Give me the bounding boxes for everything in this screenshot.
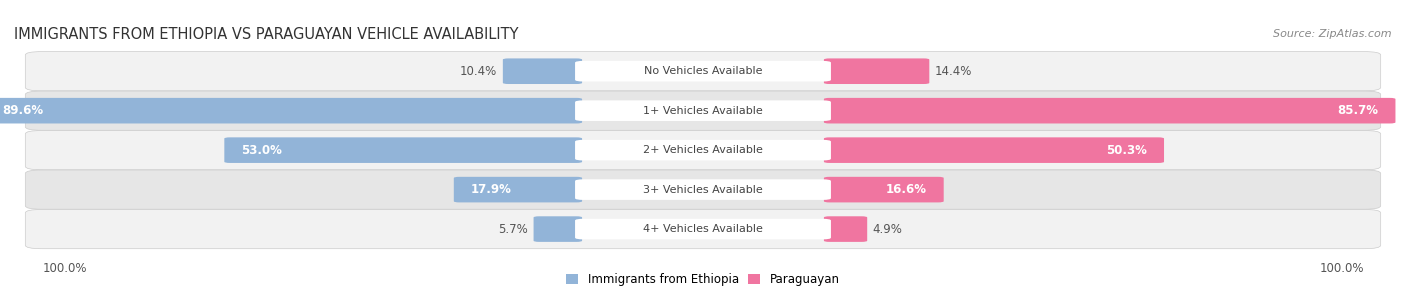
FancyBboxPatch shape <box>0 98 582 124</box>
Legend: Immigrants from Ethiopia, Paraguayan: Immigrants from Ethiopia, Paraguayan <box>567 273 839 286</box>
FancyBboxPatch shape <box>25 51 1381 91</box>
FancyBboxPatch shape <box>503 58 582 84</box>
FancyBboxPatch shape <box>25 130 1381 170</box>
Text: 10.4%: 10.4% <box>460 65 498 78</box>
FancyBboxPatch shape <box>824 137 1164 163</box>
Text: 100.0%: 100.0% <box>42 262 87 275</box>
Text: 2+ Vehicles Available: 2+ Vehicles Available <box>643 145 763 155</box>
Text: 53.0%: 53.0% <box>242 144 283 157</box>
FancyBboxPatch shape <box>25 209 1381 249</box>
FancyBboxPatch shape <box>575 219 831 239</box>
Text: 85.7%: 85.7% <box>1337 104 1379 117</box>
Text: 16.6%: 16.6% <box>886 183 927 196</box>
FancyBboxPatch shape <box>225 137 582 163</box>
FancyBboxPatch shape <box>575 61 831 82</box>
FancyBboxPatch shape <box>575 179 831 200</box>
Text: 50.3%: 50.3% <box>1107 144 1147 157</box>
FancyBboxPatch shape <box>824 58 929 84</box>
Text: No Vehicles Available: No Vehicles Available <box>644 66 762 76</box>
Text: Source: ZipAtlas.com: Source: ZipAtlas.com <box>1274 29 1392 39</box>
Text: 14.4%: 14.4% <box>935 65 973 78</box>
FancyBboxPatch shape <box>575 100 831 121</box>
FancyBboxPatch shape <box>25 91 1381 130</box>
Text: IMMIGRANTS FROM ETHIOPIA VS PARAGUAYAN VEHICLE AVAILABILITY: IMMIGRANTS FROM ETHIOPIA VS PARAGUAYAN V… <box>14 27 519 42</box>
FancyBboxPatch shape <box>824 177 943 202</box>
FancyBboxPatch shape <box>824 98 1396 124</box>
Text: 100.0%: 100.0% <box>1319 262 1364 275</box>
Text: 5.7%: 5.7% <box>498 223 527 236</box>
Text: 4+ Vehicles Available: 4+ Vehicles Available <box>643 224 763 234</box>
Text: 1+ Vehicles Available: 1+ Vehicles Available <box>643 106 763 116</box>
Text: 89.6%: 89.6% <box>1 104 44 117</box>
FancyBboxPatch shape <box>25 170 1381 209</box>
Text: 4.9%: 4.9% <box>873 223 903 236</box>
FancyBboxPatch shape <box>575 140 831 160</box>
Text: 3+ Vehicles Available: 3+ Vehicles Available <box>643 185 763 194</box>
Text: 17.9%: 17.9% <box>471 183 512 196</box>
FancyBboxPatch shape <box>533 216 582 242</box>
FancyBboxPatch shape <box>824 216 868 242</box>
FancyBboxPatch shape <box>454 177 582 202</box>
